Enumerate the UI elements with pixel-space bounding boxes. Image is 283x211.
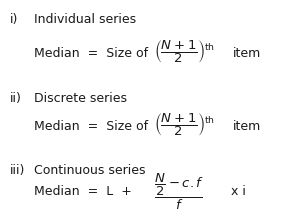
Text: iii): iii) xyxy=(10,164,25,177)
Text: Discrete series: Discrete series xyxy=(34,92,127,105)
Text: i): i) xyxy=(10,13,18,26)
Text: Continuous series: Continuous series xyxy=(34,164,146,177)
Text: item: item xyxy=(233,120,261,133)
Text: $\left(\dfrac{N+1}{2}\right)^{\rm th}$: $\left(\dfrac{N+1}{2}\right)^{\rm th}$ xyxy=(154,38,215,65)
Text: $\dfrac{\dfrac{N}{2} - c.f}{f}$: $\dfrac{\dfrac{N}{2} - c.f}{f}$ xyxy=(154,172,204,211)
Text: Individual series: Individual series xyxy=(34,13,136,26)
Text: ii): ii) xyxy=(10,92,22,105)
Text: Median  =  Size of: Median = Size of xyxy=(34,47,148,60)
Text: $\left(\dfrac{N+1}{2}\right)^{\rm th}$: $\left(\dfrac{N+1}{2}\right)^{\rm th}$ xyxy=(154,111,215,138)
Text: Median  =  Size of: Median = Size of xyxy=(34,120,148,133)
Text: x i: x i xyxy=(231,185,246,198)
Text: item: item xyxy=(233,47,261,60)
Text: Median  =  L  +: Median = L + xyxy=(34,185,132,198)
